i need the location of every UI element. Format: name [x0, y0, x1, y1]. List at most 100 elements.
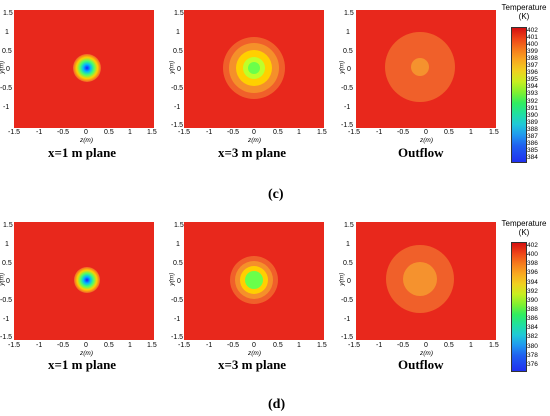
- x-tick: 0: [424, 129, 428, 136]
- temperature-field: [356, 222, 496, 340]
- y-tick: 0: [177, 66, 181, 73]
- y-tick: 1: [346, 241, 350, 248]
- x-tick: 1.5: [147, 129, 157, 136]
- colorbar-tick-label: 380: [527, 342, 538, 350]
- panel-title-x1: x=1 m plane: [48, 357, 117, 372]
- y-tick: 0: [347, 66, 351, 73]
- colorbar-tick-label: 399: [527, 48, 538, 56]
- y-tick: -1.5: [341, 122, 354, 129]
- y-tick: -1: [174, 104, 181, 111]
- colorbar-tick-label: 384: [527, 153, 538, 161]
- y-tick: 0: [347, 278, 351, 285]
- colorbar-tick-label: 397: [527, 62, 538, 70]
- y-tick: 1.5: [344, 10, 354, 17]
- x-tick: -1.5: [8, 342, 21, 349]
- x-tick: 0.5: [273, 129, 283, 136]
- panel-title-x3: x=3 m plane: [218, 357, 287, 372]
- colorbar-tick-label: 402: [527, 27, 538, 34]
- y-tick: -0.5: [171, 297, 184, 304]
- colorbar-tick-label: 401: [527, 34, 538, 42]
- y-tick: 1: [176, 241, 180, 248]
- y-tick: 0: [6, 278, 10, 285]
- x-tick: -1: [36, 129, 43, 136]
- y-axis-label: y(m): [338, 272, 346, 286]
- colorbar-tick-label: 385: [527, 146, 538, 154]
- colorbar-tick-label: 389: [527, 118, 538, 126]
- colorbar-tick-label: 392: [527, 287, 538, 295]
- x-axis-label: z(m): [80, 350, 93, 357]
- y-tick: -1.5: [171, 122, 184, 129]
- colorbar-tick-label: 386: [527, 139, 538, 147]
- colorbar-tick-label: 396: [527, 269, 538, 277]
- x-tick: -0.5: [227, 342, 240, 349]
- colorbar-tick-label: 382: [527, 333, 538, 341]
- subfigure-label-d: (d): [268, 397, 286, 412]
- colorbar-title-text: Temperature: [501, 3, 547, 12]
- colorbar-tick-label: 396: [527, 69, 538, 77]
- y-tick: 0.5: [173, 48, 183, 55]
- colorbar-tick-label: 395: [527, 76, 538, 84]
- colorbar-title: Temperature (K): [501, 219, 547, 238]
- x-tick: 0.5: [444, 129, 454, 136]
- x-axis-label: z(m): [248, 137, 261, 144]
- y-tick: -1: [344, 104, 351, 111]
- x-tick: -1: [376, 342, 383, 349]
- x-tick: 0.5: [104, 129, 114, 136]
- y-tick: 0.5: [173, 260, 183, 267]
- y-axis-label: y(m): [168, 272, 176, 286]
- x-tick: 0.5: [104, 342, 114, 349]
- y-tick: 1.5: [3, 10, 13, 17]
- x-tick: -1.5: [348, 342, 361, 349]
- y-tick: -0.5: [341, 297, 354, 304]
- colorbar-gradient: [511, 27, 527, 163]
- y-tick: 1.5: [344, 222, 354, 229]
- y-axis-label: y(m): [338, 60, 346, 74]
- y-tick: 1.5: [174, 222, 184, 229]
- colorbar-title: Temperature (K): [501, 3, 547, 22]
- x-tick: 0: [84, 129, 88, 136]
- y-tick: -0.5: [0, 85, 13, 92]
- y-tick: 0: [177, 278, 181, 285]
- y-tick: 0.5: [2, 260, 12, 267]
- y-tick: -1.5: [341, 334, 354, 341]
- y-tick: 1: [5, 241, 9, 248]
- x-tick: 0: [252, 129, 256, 136]
- y-tick: 0.5: [343, 260, 353, 267]
- temperature-field: [184, 222, 324, 340]
- colorbar-tick-label: 388: [527, 306, 538, 313]
- y-tick: -0.5: [0, 297, 13, 304]
- y-tick: -0.5: [171, 85, 184, 92]
- y-tick: -1: [344, 316, 351, 323]
- x-tick: 1.5: [317, 129, 327, 136]
- y-tick: 1: [176, 29, 180, 36]
- temperature-field: [184, 10, 324, 128]
- x-tick: 0: [424, 342, 428, 349]
- x-tick: 1.5: [489, 342, 499, 349]
- subfigure-label-c: (c): [268, 187, 284, 202]
- colorbar-gradient: [511, 242, 527, 372]
- y-tick: -1: [3, 104, 10, 111]
- colorbar-tick-label: 378: [527, 351, 538, 359]
- x-tick: -1: [36, 342, 43, 349]
- y-axis-label: y(m): [0, 60, 6, 74]
- colorbar-tick-label: 376: [527, 360, 538, 368]
- colorbar-tick-label: 391: [527, 104, 538, 112]
- colorbar-tick-label: 394: [527, 83, 538, 91]
- x-tick: 1: [469, 342, 473, 349]
- x-tick: -1.5: [8, 129, 21, 136]
- x-axis-label: z(m): [248, 350, 261, 357]
- colorbar-tick-label: 387: [527, 132, 538, 140]
- colorbar-tick-label: 400: [527, 251, 538, 259]
- y-tick: 0.5: [2, 48, 12, 55]
- x-tick: -0.5: [57, 129, 70, 136]
- temperature-field: [356, 10, 496, 128]
- x-tick: 1: [469, 129, 473, 136]
- y-tick: -0.5: [341, 85, 354, 92]
- x-tick: 1: [297, 129, 301, 136]
- y-tick: 0: [6, 66, 10, 73]
- colorbar-tick-label: 393: [527, 90, 538, 98]
- y-tick: -1.5: [0, 334, 13, 341]
- y-axis-label: y(m): [168, 60, 176, 74]
- y-tick: -1.5: [171, 334, 184, 341]
- colorbar-tick-label: 392: [527, 97, 538, 105]
